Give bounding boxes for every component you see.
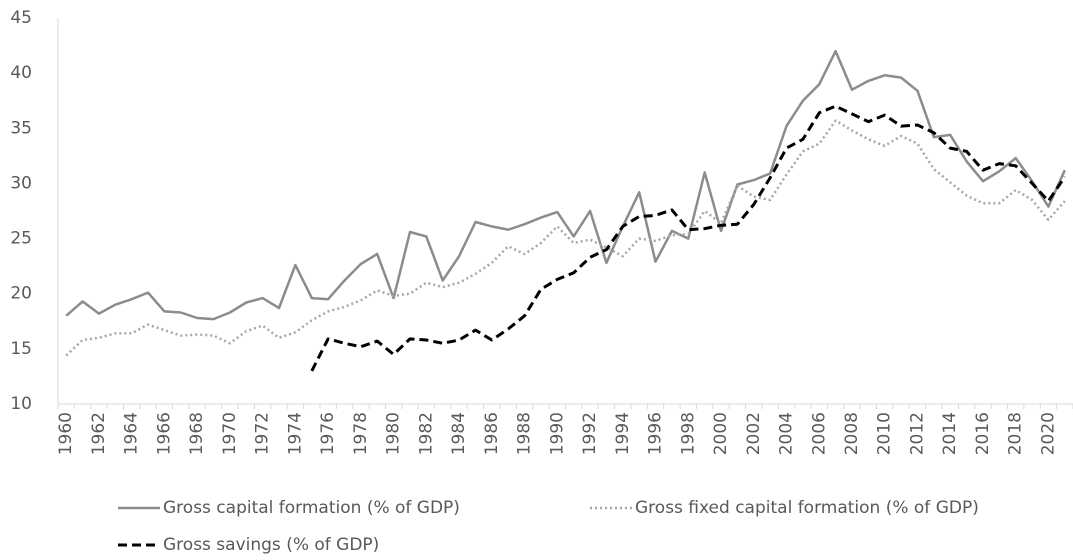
series-line bbox=[65, 49, 1066, 321]
x-tick-label: 1972 bbox=[253, 412, 273, 455]
y-tick-label: 30 bbox=[10, 173, 32, 193]
x-tick-label: 1960 bbox=[56, 412, 76, 455]
x-tick-label: 2002 bbox=[744, 412, 764, 455]
x-tick-label: 1992 bbox=[580, 412, 600, 455]
x-tick-label: 1996 bbox=[646, 412, 666, 455]
x-tick-label: 2014 bbox=[940, 412, 960, 455]
legend-label: Gross savings (% of GDP) bbox=[163, 535, 379, 555]
x-tick-label: 1990 bbox=[547, 412, 567, 455]
x-tick-label: 2010 bbox=[875, 412, 895, 455]
x-tick-label: 1988 bbox=[515, 412, 535, 455]
x-tick-label: 2018 bbox=[1006, 412, 1026, 455]
x-tick-label: 2006 bbox=[809, 412, 829, 455]
x-tick-label: 2012 bbox=[907, 412, 927, 455]
x-tick-label: 1998 bbox=[678, 412, 698, 455]
legend-label: Gross capital formation (% of GDP) bbox=[163, 498, 460, 518]
x-tick-label: 1994 bbox=[613, 412, 633, 455]
y-tick-label: 15 bbox=[10, 339, 32, 359]
x-tick-label: 1982 bbox=[416, 412, 436, 455]
x-tick-label: 1984 bbox=[449, 412, 469, 455]
x-tick-label: 1966 bbox=[154, 412, 174, 455]
series-line bbox=[65, 119, 1066, 357]
y-tick-label: 35 bbox=[10, 118, 32, 138]
x-tick-label: 1978 bbox=[351, 412, 371, 455]
y-tick-label: 10 bbox=[10, 394, 32, 414]
x-tick-label: 2000 bbox=[711, 412, 731, 455]
x-tick-label: 1986 bbox=[482, 412, 502, 455]
y-tick-label: 40 bbox=[10, 63, 32, 83]
x-tick-label: 1980 bbox=[384, 412, 404, 455]
x-tick-label: 2004 bbox=[777, 412, 797, 455]
series-line bbox=[310, 104, 1067, 372]
x-tick-label: 1970 bbox=[220, 412, 240, 455]
x-tick-label: 2020 bbox=[1038, 412, 1058, 455]
x-tick-label: 1974 bbox=[285, 412, 305, 455]
x-tick-label: 1968 bbox=[187, 412, 207, 455]
x-tick-label: 2008 bbox=[842, 412, 862, 455]
legend-label: Gross fixed capital formation (% of GDP) bbox=[635, 498, 979, 518]
x-tick-label: 2016 bbox=[973, 412, 993, 455]
x-tick-label: 1962 bbox=[89, 412, 109, 455]
x-tick-label: 1976 bbox=[318, 412, 338, 455]
y-tick-label: 45 bbox=[10, 8, 32, 28]
x-tick-label: 1964 bbox=[122, 412, 142, 455]
y-tick-label: 25 bbox=[10, 229, 32, 249]
y-tick-label: 20 bbox=[10, 284, 32, 304]
